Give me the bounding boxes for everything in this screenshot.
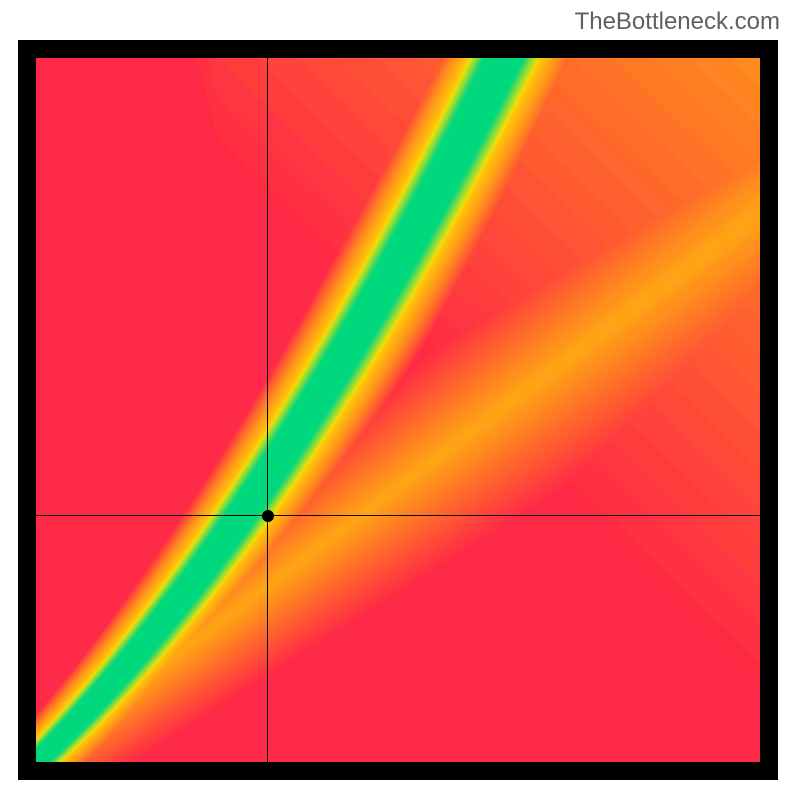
watermark-text: TheBottleneck.com [575,8,780,36]
heatmap-canvas [36,58,760,762]
crosshair-vertical [267,58,268,762]
heatmap-plot [18,40,778,780]
crosshair-horizontal [36,515,760,516]
crosshair-marker [262,510,274,522]
